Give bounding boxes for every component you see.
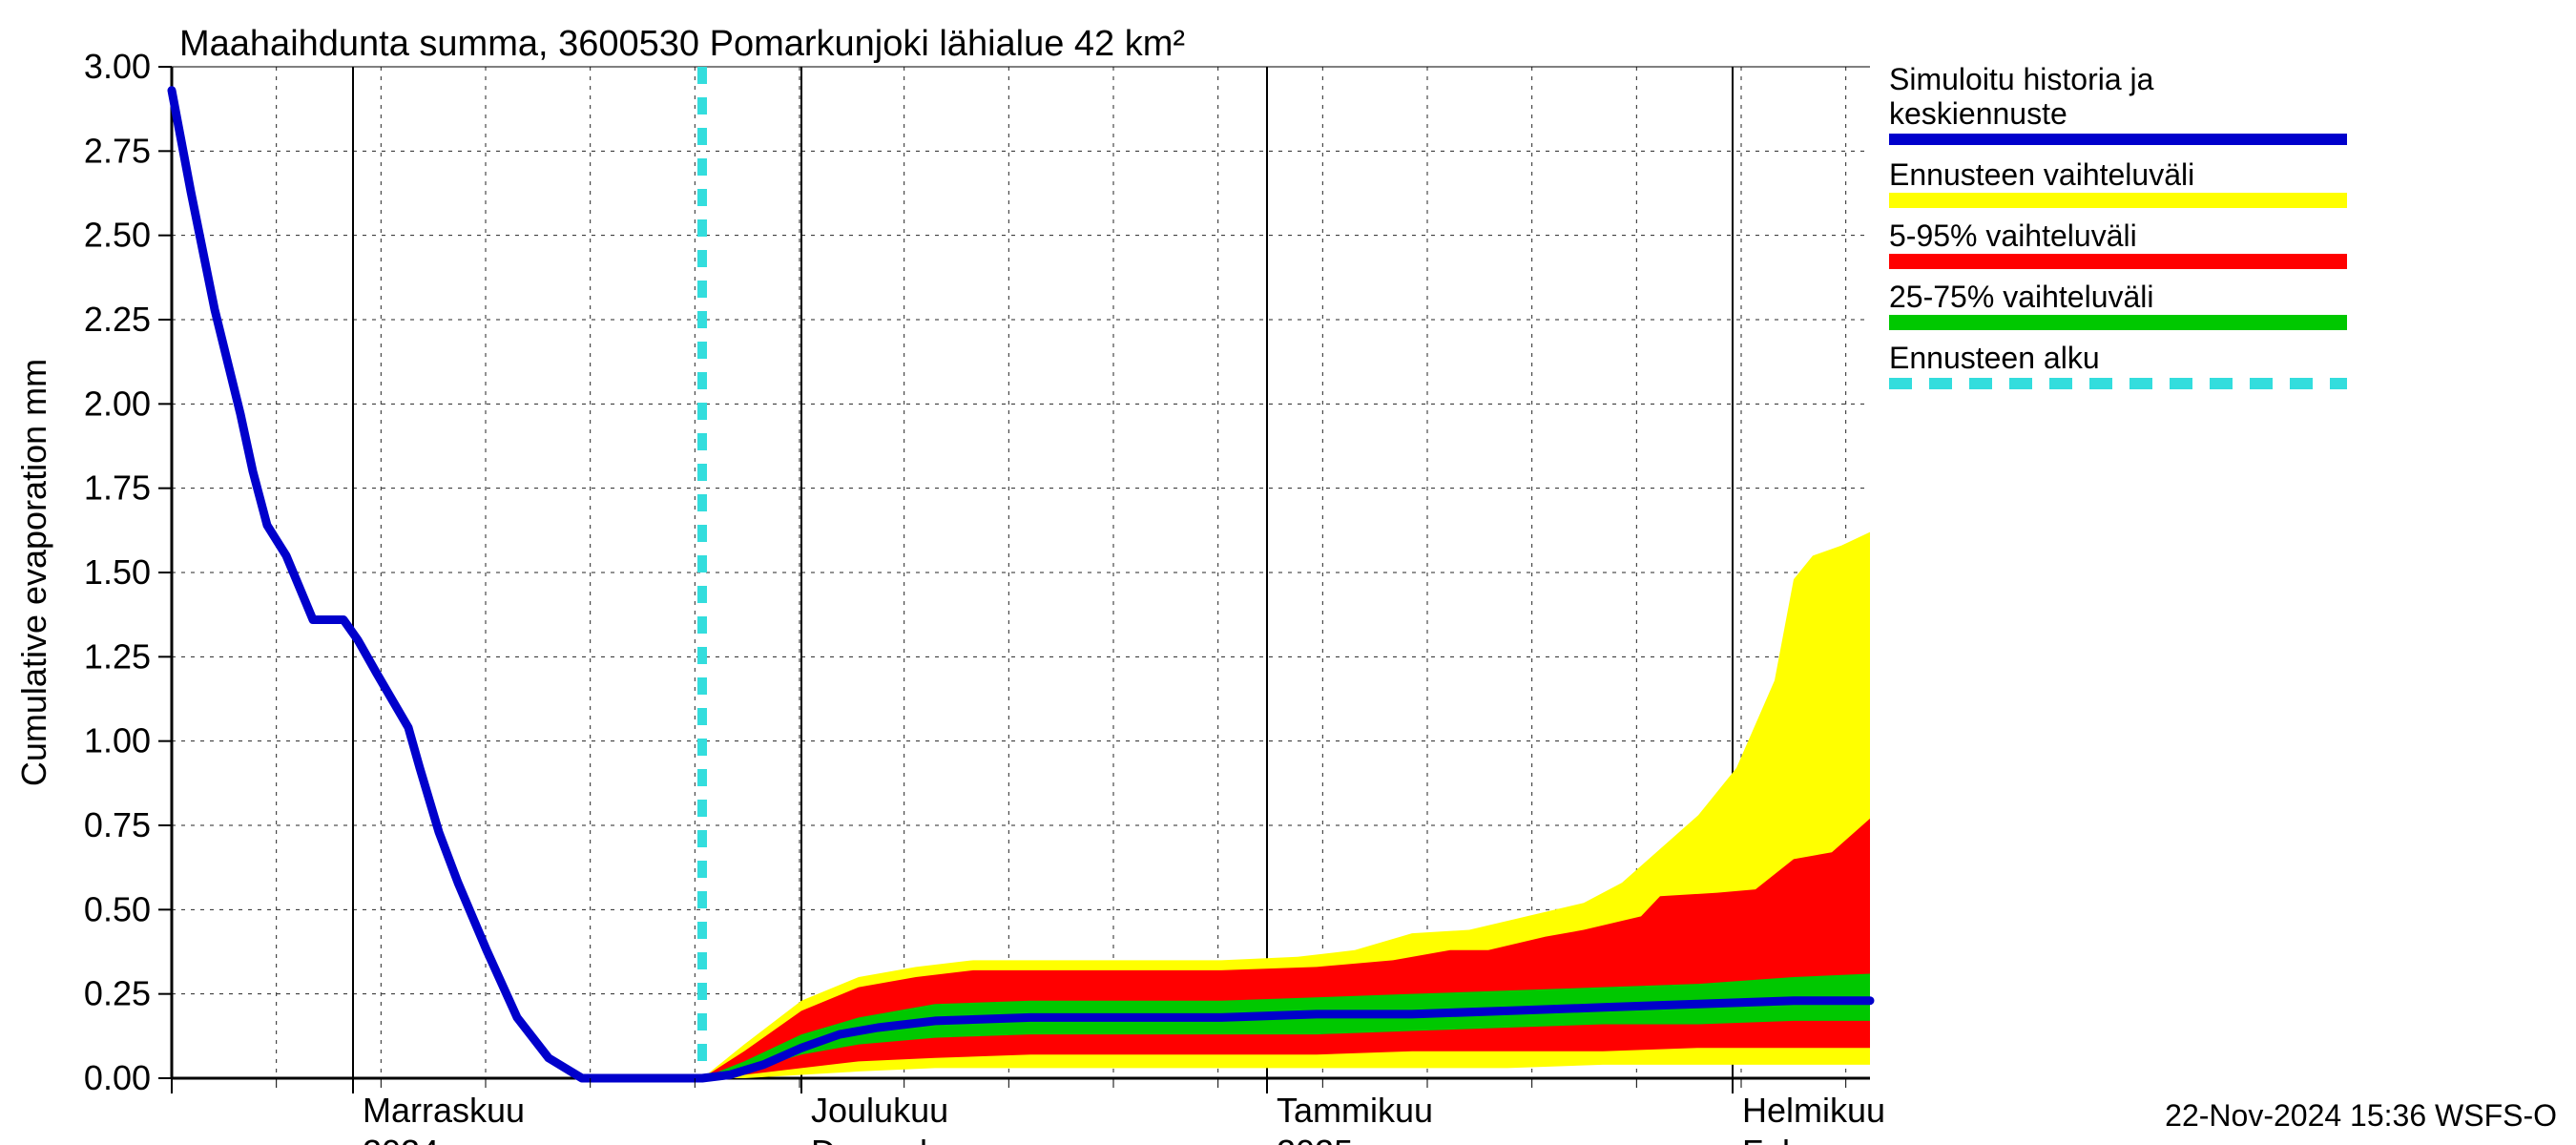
ytick-label: 0.25 [84,974,151,1013]
x-month-sublabel: December [811,1133,969,1145]
ytick-label: 0.00 [84,1058,151,1097]
legend-label: keskiennuste [1889,96,2067,131]
ytick-label: 1.75 [84,468,151,508]
evaporation-chart: 0.00 0.25 0.50 0.75 1.00 1.25 1.50 1.75 2.00 2.25… [0,0,2576,1145]
x-month-label: Helmikuu [1742,1091,1885,1130]
ytick-label: 3.00 [84,47,151,86]
y-axis-label: Cumulative evaporation mm [14,359,53,786]
ytick-label: 0.50 [84,889,151,928]
x-month-label: Tammikuu [1277,1091,1433,1130]
ytick-label: 2.00 [84,384,151,423]
ytick-label: 2.50 [84,216,151,255]
x-month-sublabel: 2025 [1277,1133,1353,1145]
ytick-label: 2.25 [84,300,151,339]
ytick-label: 1.50 [84,552,151,592]
ytick-label: 2.75 [84,131,151,170]
legend-label: Ennusteen alku [1889,341,2100,375]
legend-label: 5-95% vaihteluväli [1889,219,2137,253]
legend-swatch [1889,254,2347,269]
ytick-label: 1.25 [84,636,151,676]
x-month-sublabel: 2024 [363,1133,439,1145]
x-month-label: Joulukuu [811,1091,948,1130]
ytick-label: 0.75 [84,805,151,844]
legend-swatch [1889,315,2347,330]
legend-label: Simuloitu historia ja [1889,62,2154,96]
legend-label: Ennusteen vaihteluväli [1889,157,2194,192]
x-month-label: Marraskuu [363,1091,525,1130]
footer-timestamp: 22-Nov-2024 15:36 WSFS-O [2165,1098,2557,1133]
chart-title: Maahaihdunta summa, 3600530 Pomarkunjoki… [179,24,1185,64]
legend-swatch [1889,193,2347,208]
ytick-label: 1.00 [84,721,151,760]
x-month-sublabel: February [1742,1133,1880,1145]
legend-label: 25-75% vaihteluväli [1889,280,2154,314]
